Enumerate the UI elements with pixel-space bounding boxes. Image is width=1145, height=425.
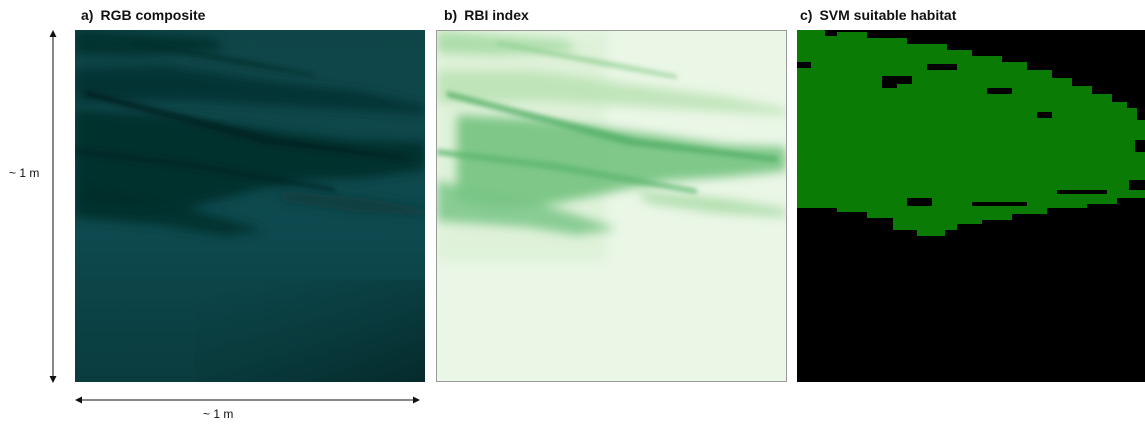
svm-habitat-map [797, 30, 1145, 382]
panel-letter: c) [800, 7, 813, 23]
rgb-composite-image [75, 30, 425, 382]
svm-habitat-svg [797, 30, 1145, 382]
panel-title-text: RGB composite [100, 7, 206, 23]
rbi-index-svg [437, 31, 786, 381]
vertical-scale-label: ~ 1 m [9, 166, 40, 180]
vertical-scale-arrow [49, 30, 57, 383]
rbi-index-image [436, 30, 787, 382]
panel-title-text: RBI index [464, 7, 529, 23]
seagrass-shadows [75, 30, 425, 236]
panel-title-text: SVM suitable habitat [819, 7, 957, 23]
rgb-composite-svg [75, 30, 425, 382]
rbi-blade-lines [437, 41, 777, 194]
horizontal-scale-arrow [75, 396, 420, 404]
rgb-bottom-shade [195, 280, 425, 382]
panel-title-svm: c) SVM suitable habitat [800, 7, 956, 23]
panel-title-rgb: a) RGB composite [81, 7, 205, 23]
svm-gaps [797, 62, 1107, 206]
panel-title-rbi: b) RBI index [444, 7, 529, 23]
panel-letter: a) [81, 7, 94, 23]
horizontal-scale-label: ~ 1 m [203, 407, 234, 421]
panel-letter: b) [444, 7, 458, 23]
seagrass-blades [75, 40, 405, 192]
